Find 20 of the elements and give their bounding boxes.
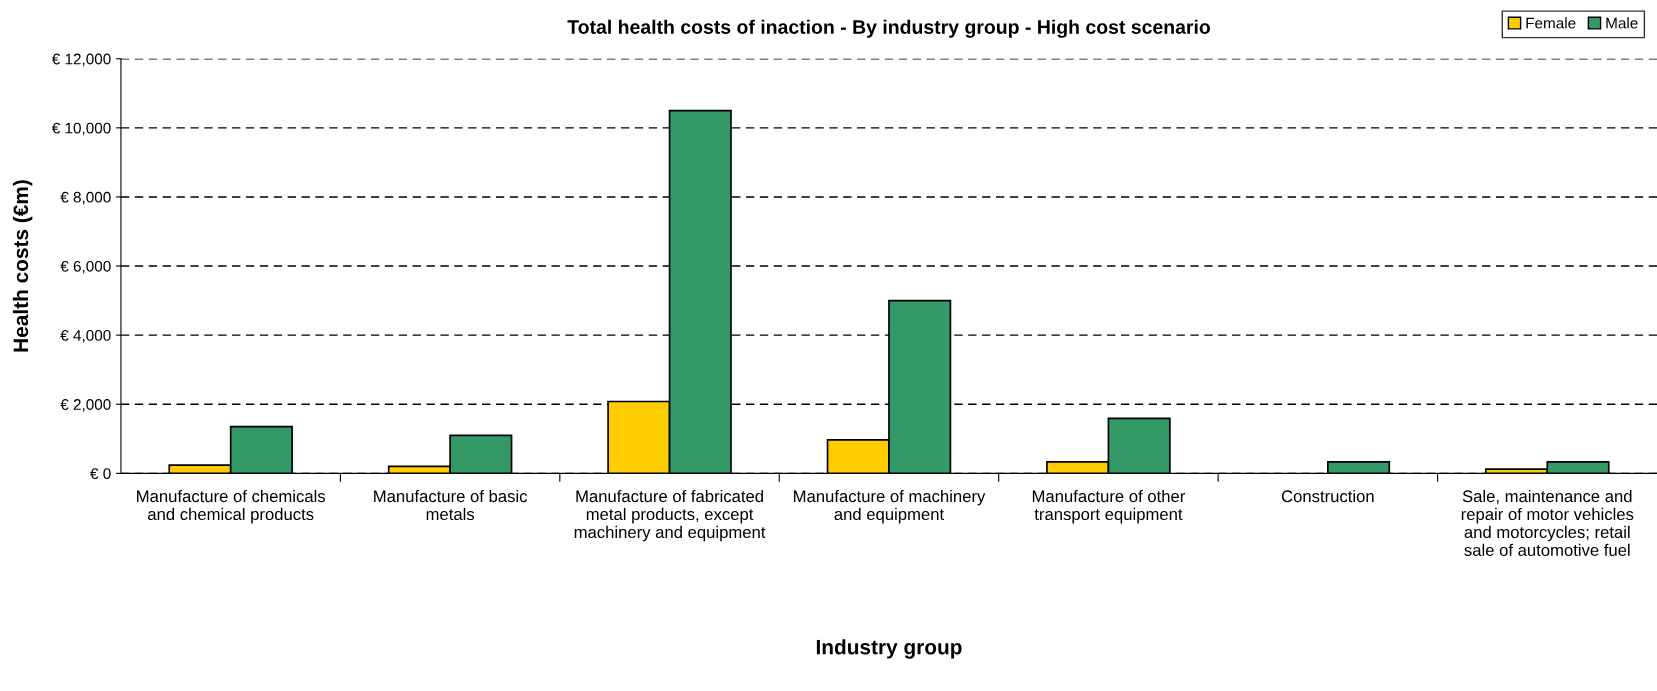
x-tick-label: Manufacture of chemicals and chemical products [137,489,326,524]
y-tick-label: € 8,000 [60,191,111,205]
x-tick-label: Manufacture of fabricated metal products, except machinery and equipment [574,489,766,542]
y-tick-label: € 12,000 [51,53,111,67]
x-tick-label: Manufacture of machinery and equipment [794,489,986,524]
y-tick-label: € 2,000 [60,399,111,412]
y-tick-label: € 0 [90,468,111,480]
y-axis-title: Health costs (€m) [12,180,33,352]
bar [1327,461,1391,474]
chart-title: Total health costs of inaction - By industry group - High cost scenario [567,19,1211,38]
x-tick-label: Sale, maintenance and repair of motor vehicles and motorcycles; retail sale of automotive fuel [1461,489,1634,557]
x-tick-label: Construction [1281,489,1374,503]
legend-label: Male [1606,17,1638,29]
y-tick-label: € 4,000 [60,330,111,343]
x-tick-label: Manufacture of basic metals [374,489,528,521]
legend-label: Female [1526,17,1576,29]
y-tick-label: € 6,000 [60,260,111,274]
y-tick-label: € 10,000 [51,122,111,136]
x-tick-label: Manufacture of other transport equipment [1032,489,1186,524]
x-axis-title: Industry group [816,639,962,659]
